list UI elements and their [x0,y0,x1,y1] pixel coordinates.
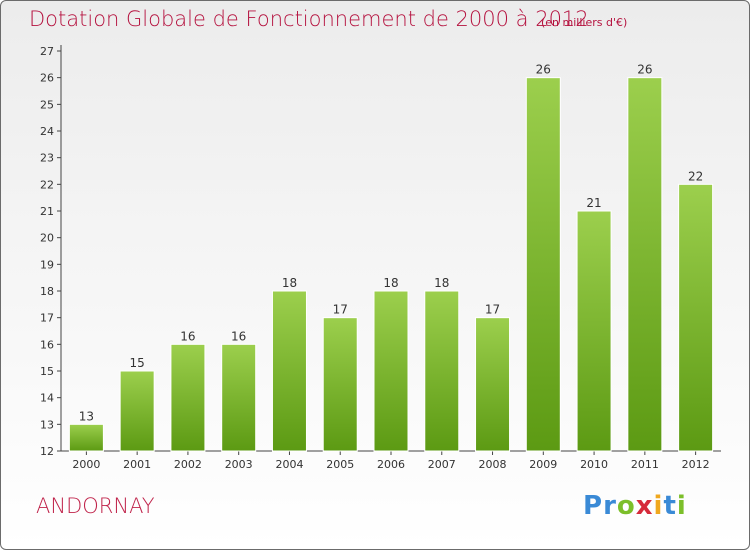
y-tick-label: 25 [40,98,54,111]
bar-2000 [68,423,104,452]
y-tick-label: 22 [40,178,54,191]
x-tick-label: 2006 [377,458,405,471]
data-label-2004: 18 [282,276,297,290]
data-label-2012: 22 [688,169,703,183]
chart-title: Dotation Globale de Fonctionnement de 20… [29,7,589,31]
y-tick-label: 24 [40,125,54,138]
x-tick-label: 2005 [326,458,354,471]
y-tick-label: 13 [40,418,54,431]
bar-2004 [271,290,307,452]
x-tick-label: 2012 [682,458,710,471]
y-tick-label: 26 [40,72,54,85]
bar-2002 [170,343,206,452]
y-tick-label: 16 [40,338,54,351]
bar-2008 [475,317,511,452]
data-label-2003: 16 [231,329,246,343]
data-label-2006: 18 [383,276,398,290]
y-tick-label: 23 [40,152,54,165]
commune-name: ANDORNAY [36,494,155,518]
x-tick-label: 2007 [428,458,456,471]
bar-2011 [627,77,663,452]
x-tick-label: 2009 [529,458,557,471]
bar-2007 [424,290,460,452]
bar-2006 [373,290,409,452]
bar-2005 [322,317,358,452]
y-tick-label: 21 [40,205,54,218]
bar-2003 [221,343,257,452]
data-label-2000: 13 [79,409,94,423]
y-tick-label: 15 [40,365,54,378]
y-tick-label: 27 [40,45,54,58]
data-label-2008: 17 [485,303,500,317]
x-tick-label: 2011 [631,458,659,471]
x-tick-label: 2004 [275,458,303,471]
y-tick-label: 14 [40,392,54,405]
y-tick-label: 19 [40,258,54,271]
y-tick-label: 12 [40,445,54,458]
y-tick-label: 18 [40,285,54,298]
data-label-2002: 16 [180,329,195,343]
x-tick-label: 2002 [174,458,202,471]
chart-subtitle: (en milliers d'€) [541,16,628,29]
data-label-2007: 18 [434,276,449,290]
x-tick-label: 2001 [123,458,151,471]
data-label-2009: 26 [536,63,551,77]
bar-2010 [576,210,612,452]
proxiti-logo: Proxiti [583,491,687,521]
bar-2009 [525,77,561,452]
x-tick-label: 2000 [72,458,100,471]
data-label-2010: 21 [586,196,601,210]
x-tick-label: 2008 [479,458,507,471]
data-label-2005: 17 [333,303,348,317]
data-label-2011: 26 [637,63,652,77]
y-tick-label: 20 [40,232,54,245]
data-label-2001: 15 [130,356,145,370]
x-tick-label: 2010 [580,458,608,471]
bar-2001 [119,370,155,452]
x-tick-label: 2003 [225,458,253,471]
bar-2012 [678,183,714,452]
y-tick-label: 17 [40,312,54,325]
